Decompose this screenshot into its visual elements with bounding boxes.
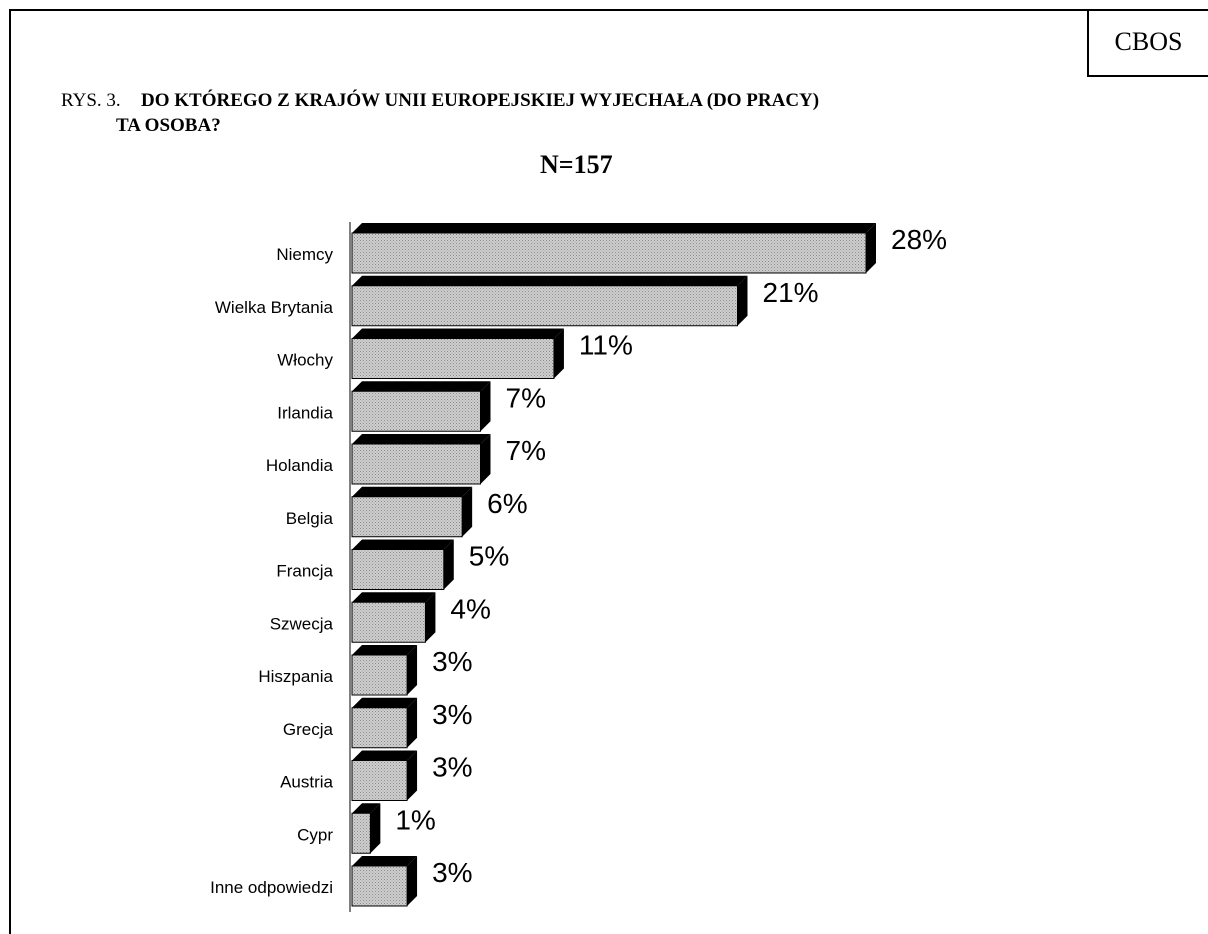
- category-label: Wielka Brytania: [215, 298, 334, 317]
- bar-side-face: [866, 223, 876, 273]
- bar-side-face: [553, 328, 564, 379]
- bar-side-face: [462, 486, 473, 537]
- category-label: Włochy: [277, 351, 333, 370]
- bar: [351, 496, 463, 538]
- bar: [351, 601, 426, 643]
- value-label: 3%: [432, 857, 472, 888]
- bar: [351, 760, 408, 801]
- figure-frame: [9, 9, 1208, 934]
- value-label: 21%: [763, 277, 819, 308]
- category-label: Grecja: [283, 720, 334, 739]
- bar: [351, 338, 555, 379]
- bar-top-face: [352, 750, 418, 761]
- bar: [351, 285, 738, 327]
- value-label: 5%: [469, 541, 509, 572]
- category-label: Hiszpania: [258, 667, 333, 686]
- category-label: Szwecja: [270, 614, 334, 633]
- value-label: 7%: [506, 382, 546, 413]
- bar: [351, 812, 371, 854]
- bar-side-face: [407, 645, 418, 695]
- bar-side-face: [370, 803, 381, 854]
- sample-size: N=157: [540, 150, 613, 179]
- bar-top-face: [352, 223, 876, 233]
- bar: [351, 232, 867, 274]
- bar: [351, 865, 408, 907]
- bar-side-face: [407, 697, 418, 748]
- bar: [351, 707, 408, 749]
- value-label: 3%: [432, 752, 472, 783]
- bar: [351, 654, 408, 696]
- chart-title-line2: TA OSOBA?: [116, 115, 221, 136]
- value-label: 4%: [450, 593, 490, 624]
- category-label: Niemcy: [276, 245, 333, 264]
- category-label: Austria: [280, 773, 333, 792]
- value-label: 6%: [487, 488, 527, 519]
- bar: [351, 390, 481, 432]
- figure-number: RYS. 3.: [61, 90, 121, 111]
- bar-top-face: [352, 275, 748, 286]
- category-label: Cypr: [297, 825, 333, 844]
- value-label: 28%: [891, 224, 947, 255]
- bar-top-face: [352, 645, 418, 655]
- bar-top-face: [352, 434, 491, 444]
- value-label: 3%: [432, 646, 472, 677]
- bar-top-face: [352, 803, 381, 814]
- bar-side-face: [737, 275, 748, 326]
- brand-label: CBOS: [1087, 9, 1208, 77]
- bar-side-face: [407, 856, 418, 906]
- value-label: 1%: [395, 804, 435, 835]
- bar-side-face: [407, 750, 418, 801]
- value-label: 7%: [506, 435, 546, 466]
- bar-top-face: [352, 539, 454, 550]
- category-label: Inne odpowiedzi: [210, 878, 333, 897]
- bar-top-face: [352, 856, 418, 866]
- category-label: Francja: [276, 562, 333, 581]
- bar-side-face: [425, 592, 436, 643]
- bar-top-face: [352, 486, 473, 497]
- bar: [351, 443, 481, 485]
- bar-top-face: [352, 328, 564, 339]
- bar-side-face: [443, 539, 454, 590]
- bar: [351, 549, 445, 590]
- chart-title-line1: DO KTÓREGO Z KRAJÓW UNII EUROPEJSKIEJ WY…: [141, 90, 820, 111]
- bar-side-face: [480, 434, 491, 484]
- bar-top-face: [352, 381, 491, 392]
- bar-top-face: [352, 697, 418, 708]
- bar-top-face: [352, 592, 436, 603]
- bar-side-face: [480, 381, 491, 432]
- value-label: 11%: [579, 330, 633, 361]
- category-label: Irlandia: [277, 403, 333, 422]
- value-label: 3%: [432, 699, 472, 730]
- category-label: Holandia: [266, 456, 334, 475]
- category-label: Belgia: [286, 509, 334, 528]
